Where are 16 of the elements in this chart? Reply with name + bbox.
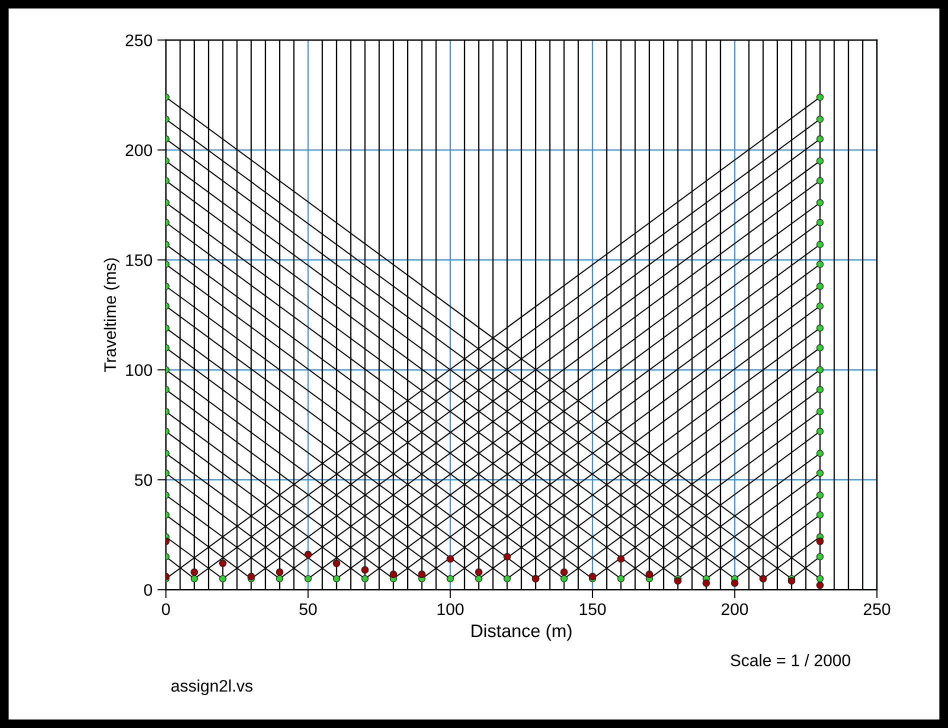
x-tick-label: 200: [722, 603, 748, 616]
y-tick-label: 150: [126, 254, 152, 266]
text: Scale = 1 / 2000: [730, 654, 850, 666]
y-tick-label: 200: [126, 144, 152, 156]
x-tick-label: 100: [438, 603, 464, 616]
x-tick-label: 0: [162, 603, 170, 616]
y-tick-label: 100: [126, 364, 152, 376]
y-tick-label: 50: [134, 474, 152, 486]
x-tick-label: 250: [864, 603, 890, 616]
x-tick-label: 50: [300, 603, 317, 616]
y-tick-label: 0: [144, 584, 152, 596]
x-tick-label: 150: [580, 603, 606, 616]
x-axis-title: Distance (m): [472, 624, 572, 641]
y-axis-title: Traveltime (ms): [104, 258, 120, 372]
text: assign2l.vs: [171, 680, 252, 696]
y-tick-label: 250: [126, 34, 152, 46]
